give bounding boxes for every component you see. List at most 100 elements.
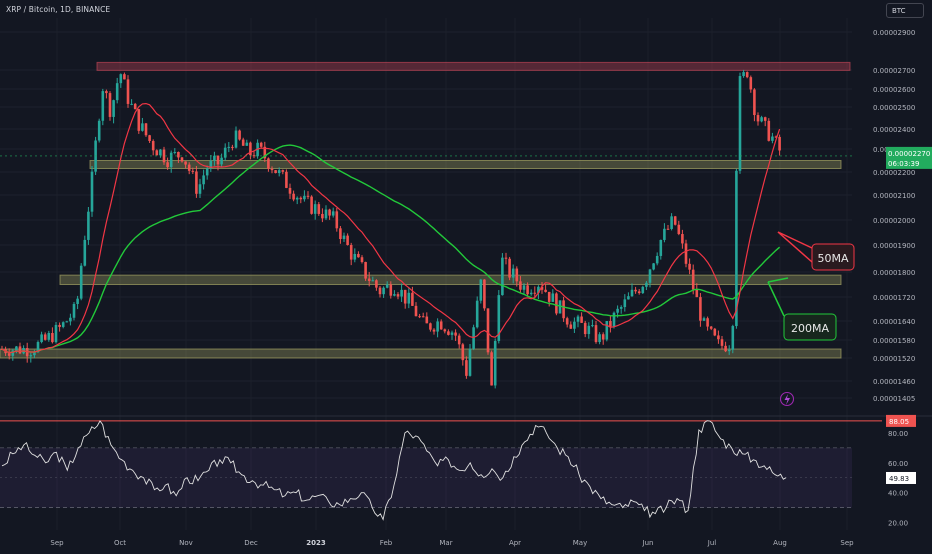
candle-body [58,324,61,327]
candle-body [349,245,353,260]
price-tick-label: 0.00001580 [873,337,915,345]
candle-body [677,224,681,235]
candle-body [616,308,619,313]
candle-body [123,74,126,80]
lightning-icon-bolt [784,394,790,405]
candle-body [378,287,382,295]
candle-body [623,299,627,308]
candle-body [393,294,396,296]
ma200-callout-label: 200MA [791,322,829,335]
candle-body [627,296,630,300]
candle-body [443,329,447,332]
candle-body [216,155,220,165]
candle-body [187,164,191,171]
candle-body [569,324,573,329]
candle-body [691,269,695,290]
candle-body [436,321,439,332]
candle-body [7,353,11,356]
time-tick-label: Jun [642,539,654,547]
candle-body [159,149,162,156]
candle-body [148,135,151,142]
price-tick-label: 0.00001520 [873,355,915,363]
candle-body [738,76,742,171]
candle-body [688,263,691,270]
candle-body [720,339,724,346]
candle-body [367,278,371,281]
candle-body [169,152,173,168]
time-tick-label: Apr [509,539,521,547]
candle-body [155,150,159,156]
candle-body [162,149,166,163]
candle-body [598,334,601,343]
rsi-tick-label: 80.00 [888,430,908,438]
candle-body [285,171,288,188]
ma50-callout [811,243,855,271]
candle-body [562,300,565,319]
candle-body [483,279,486,309]
candle-body [515,268,519,282]
candle-body [76,298,79,304]
candle-body [353,253,357,260]
candle-body [87,211,90,240]
candle-body [61,322,65,327]
candle-body [270,168,274,171]
candle-body [731,326,735,350]
candle-body [727,349,731,352]
candle-body [630,289,634,297]
candle-body [317,204,321,214]
candle-body [648,269,652,283]
candle-body [652,263,655,270]
candle-body [299,197,303,200]
ma200-callout [783,313,837,341]
candle-body [663,228,666,240]
price-tick-label: 0.00001900 [873,242,915,250]
candle-body [709,326,713,329]
candle-body [288,187,292,194]
candle-body [40,334,43,343]
candle-body [742,72,745,77]
candle-body [659,239,663,256]
candle-body [540,286,544,290]
candle-body [425,316,429,324]
candle-body [511,268,515,278]
currency-button[interactable]: BTC [886,3,924,18]
lightning-icon [779,391,795,407]
candle-body [274,170,277,174]
candle-body [778,136,781,151]
candle-body [699,297,702,321]
candle-body [173,151,177,153]
candle-body [11,350,15,356]
candle-body [191,170,195,172]
candle-body [241,139,245,146]
candle-body [144,123,148,136]
rsi-tick-label: 60.00 [888,460,908,468]
candle-body [702,318,706,321]
candle-body [421,316,425,318]
candle-body [133,103,137,110]
candle-body [400,289,403,297]
candle-body [126,79,130,104]
candle-body [69,317,72,322]
candle-body [364,262,367,279]
candle-body [328,209,331,216]
ma200-pointer [767,281,785,317]
candle-body [501,257,504,296]
candle-body [749,77,753,90]
candle-body [83,239,87,266]
candle-body [339,228,342,240]
candle-body [439,321,443,330]
candle-body [18,346,22,354]
zone-zone-1 [89,160,842,169]
candle-body [184,161,187,165]
candle-body [418,316,421,318]
candle-body [54,324,58,343]
candle-body [609,321,612,327]
time-tick-label: 2023 [306,539,326,547]
candle-body [468,348,472,376]
candle-body [475,300,479,328]
candle-body [486,308,490,353]
candle-body [360,257,364,263]
candle-body [151,141,155,151]
